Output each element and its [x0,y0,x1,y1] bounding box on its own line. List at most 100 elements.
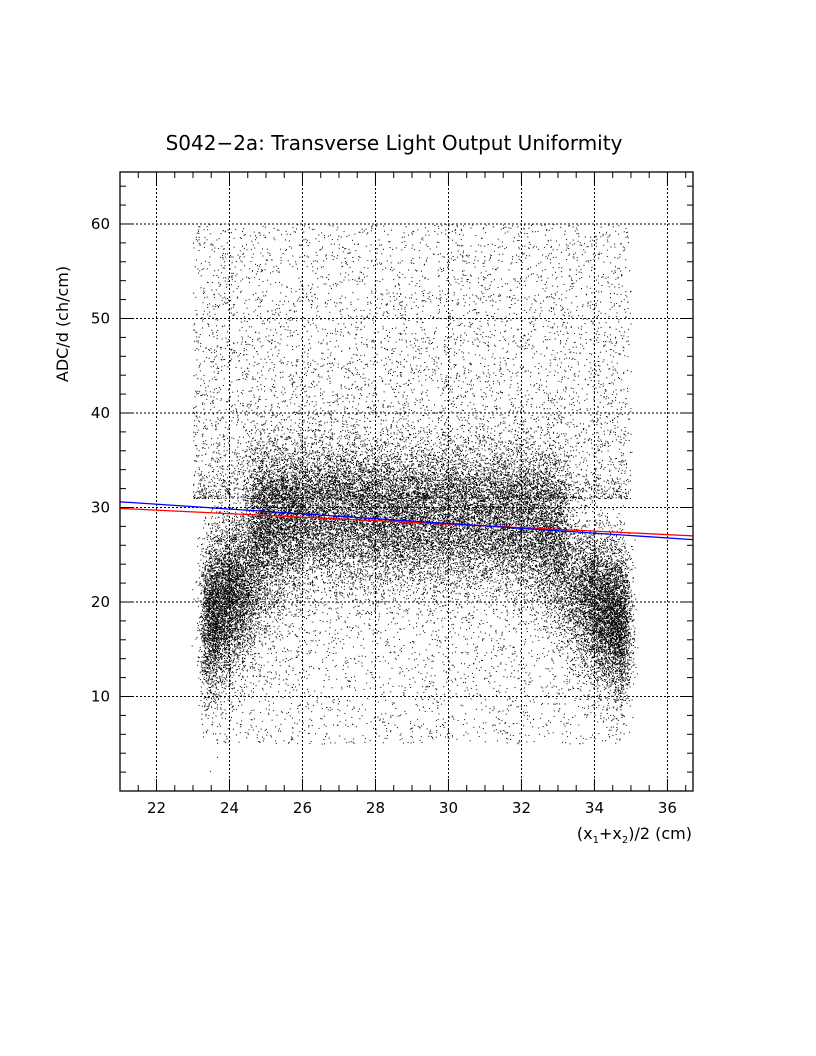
scatter-point [378,548,379,549]
scatter-point [285,477,286,478]
scatter-point [268,565,269,566]
scatter-point [476,418,477,419]
scatter-point [504,524,505,525]
scatter-point [443,552,444,553]
scatter-point [414,562,415,563]
scatter-point [540,540,541,541]
scatter-point [391,514,392,515]
scatter-point [517,582,518,583]
scatter-point [399,517,400,518]
scatter-point [380,507,381,508]
scatter-point [269,500,270,501]
scatter-point [464,514,465,515]
scatter-point [550,470,551,471]
scatter-point [342,455,343,456]
scatter-point [446,541,447,542]
scatter-point [544,593,545,594]
scatter-point [437,531,438,532]
scatter-point [473,579,474,580]
scatter-point [547,483,548,484]
scatter-point [546,458,547,459]
scatter-point [357,469,358,470]
scatter-point [336,485,337,486]
scatter-point [427,483,428,484]
scatter-point [345,465,346,466]
scatter-point [365,503,366,504]
scatter-point [314,585,315,586]
scatter-point [446,583,447,584]
scatter-point [526,468,527,469]
scatter-point [435,480,436,481]
scatter-point [465,501,466,502]
scatter-point [412,506,413,507]
scatter-point [440,511,441,512]
scatter-point [410,443,411,444]
scatter-point [553,555,554,556]
scatter-point [277,547,278,548]
scatter-point [273,576,274,577]
scatter-point [469,534,470,535]
scatter-point [347,544,348,545]
scatter-point [305,500,306,501]
scatter-point [538,636,539,637]
scatter-point [391,457,392,458]
scatter-point [301,543,302,544]
scatter-point [348,432,349,433]
scatter-point [303,463,304,464]
scatter-point [507,610,508,611]
scatter-point [302,559,303,560]
scatter-point [259,471,260,472]
scatter-point [418,584,419,585]
scatter-point [349,594,350,595]
scatter-point [459,528,460,529]
scatter-point [457,449,458,450]
scatter-point [437,491,438,492]
scatter-point [384,551,385,552]
scatter-point [263,461,264,462]
scatter-point [405,545,406,546]
scatter-point [514,610,515,611]
scatter-point [359,485,360,486]
scatter-point [325,604,326,605]
scatter-point [519,580,520,581]
scatter-point [310,509,311,510]
scatter-point [305,511,306,512]
scatter-point [480,464,481,465]
scatter-point [559,585,560,586]
scatter-point [451,507,452,508]
scatter-point [504,561,505,562]
scatter-point [489,490,490,491]
scatter-point [336,565,337,566]
scatter-point [516,551,517,552]
scatter-point [489,483,490,484]
scatter-point [321,516,322,517]
scatter-point [365,504,366,505]
scatter-point [410,551,411,552]
scatter-point [524,477,525,478]
scatter-point [269,564,270,565]
scatter-point [419,447,420,448]
scatter-point [350,503,351,504]
scatter-point [461,462,462,463]
scatter-point [506,480,507,481]
scatter-point [316,565,317,566]
scatter-point [270,441,271,442]
scatter-point [308,574,309,575]
scatter-point [356,549,357,550]
scatter-point [342,491,343,492]
scatter-point [392,593,393,594]
scatter-point [435,503,436,504]
scatter-point [435,587,436,588]
scatter-point [468,502,469,503]
scatter-point [433,564,434,565]
scatter-point [368,497,369,498]
scatter-point [483,467,484,468]
scatter-point [374,485,375,486]
scatter-point [557,527,558,528]
scatter-point [336,612,337,613]
scatter-point [512,570,513,571]
scatter-point [374,532,375,533]
scatter-point [521,500,522,501]
scatter-point [374,447,375,448]
scatter-point [478,595,479,596]
